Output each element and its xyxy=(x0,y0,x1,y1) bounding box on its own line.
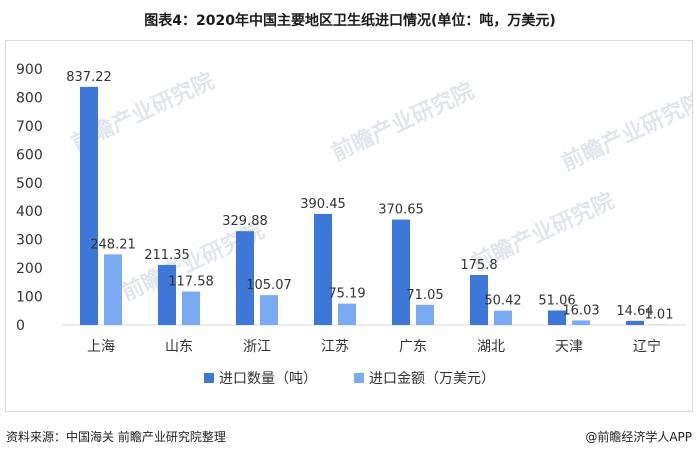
bar-series1-3 xyxy=(314,213,332,325)
y-tick-label: 200 xyxy=(16,261,43,277)
bar-series1-7 xyxy=(626,320,644,325)
bar-series1-4 xyxy=(392,219,410,325)
x-tick-label: 天津 xyxy=(555,339,583,355)
bar-series2-3 xyxy=(338,303,356,325)
y-tick-label: 0 xyxy=(16,318,25,334)
bar-series2-0 xyxy=(104,254,122,325)
legend-label-series1: 进口数量（吨） xyxy=(219,371,317,387)
watermark-1: 前瞻产业研究院 xyxy=(328,78,479,167)
data-label-series2: 50.42 xyxy=(484,294,521,309)
x-tick-label: 广东 xyxy=(399,339,427,355)
data-label-series1: 211.35 xyxy=(144,248,190,263)
y-tick-label: 500 xyxy=(16,176,43,192)
source-note: 资料来源：中国海关 前瞻产业研究院整理 xyxy=(6,430,226,444)
data-label-series1: 837.22 xyxy=(66,70,112,85)
legend-swatch-series2 xyxy=(354,373,364,383)
y-tick-label: 400 xyxy=(16,204,43,220)
data-label-series1: 14.64 xyxy=(616,304,653,319)
bar-series2-1 xyxy=(182,291,200,325)
data-label-series1: 51.06 xyxy=(538,293,575,308)
data-label-series1: 329.88 xyxy=(222,214,268,229)
x-tick-label: 江苏 xyxy=(321,339,349,355)
bar-chart: 前瞻产业研究院 前瞻产业研究院前瞻产业研究院前瞻产业研究院前瞻产业研究院01002… xyxy=(16,62,692,387)
x-tick-label: 辽宁 xyxy=(633,338,661,355)
legend-swatch-series1 xyxy=(204,373,214,383)
data-label-series2: 75.19 xyxy=(328,287,365,302)
watermark-4: 前瞻产业研究院 xyxy=(558,88,692,177)
data-label-series2: 71.05 xyxy=(406,288,443,303)
y-tick-label: 900 xyxy=(16,62,43,78)
data-label-series1: 390.45 xyxy=(300,197,346,212)
bar-series2-6 xyxy=(572,320,590,325)
bar-series2-2 xyxy=(260,295,278,325)
y-tick-label: 600 xyxy=(16,147,43,163)
data-label-series1: 370.65 xyxy=(378,203,424,218)
bar-series2-4 xyxy=(416,304,434,325)
bar-series1-5 xyxy=(470,274,488,325)
data-label-series2: 105.07 xyxy=(246,278,292,293)
x-tick-label: 上海 xyxy=(87,339,115,355)
brand-credit: @前瞻经济学人APP xyxy=(585,430,692,444)
bar-series1-6 xyxy=(548,310,566,325)
chart-title: 图表4：2020年中国主要地区卫生纸进口情况(单位：吨，万美元) xyxy=(144,13,556,29)
x-tick-label: 浙江 xyxy=(243,339,271,355)
bar-series1-1 xyxy=(158,264,176,325)
chart-frame: 前瞻产业研究院 前瞻产业研究院 前瞻产业研究院 前瞻产业研究院 前瞻产业研究院 0 100 2… xyxy=(5,40,693,412)
x-tick-label: 湖北 xyxy=(477,339,505,355)
y-tick-label: 100 xyxy=(16,290,43,306)
x-tick-label: 山东 xyxy=(165,339,193,355)
y-tick-label: 800 xyxy=(16,90,43,106)
data-label-series2: 117.58 xyxy=(168,275,214,290)
data-label-series2: 248.21 xyxy=(90,237,136,252)
legend-label-series2: 进口金额（万美元） xyxy=(369,371,495,387)
bar-series1-0 xyxy=(80,86,98,325)
y-tick-label: 700 xyxy=(16,119,43,135)
data-label-series1: 175.8 xyxy=(460,258,497,273)
bar-series2-5 xyxy=(494,310,512,325)
data-label-series2: 1.01 xyxy=(645,308,674,323)
bar-series1-2 xyxy=(236,231,254,325)
y-tick-label: 300 xyxy=(16,233,43,249)
data-label-series2: 16.03 xyxy=(562,303,599,318)
